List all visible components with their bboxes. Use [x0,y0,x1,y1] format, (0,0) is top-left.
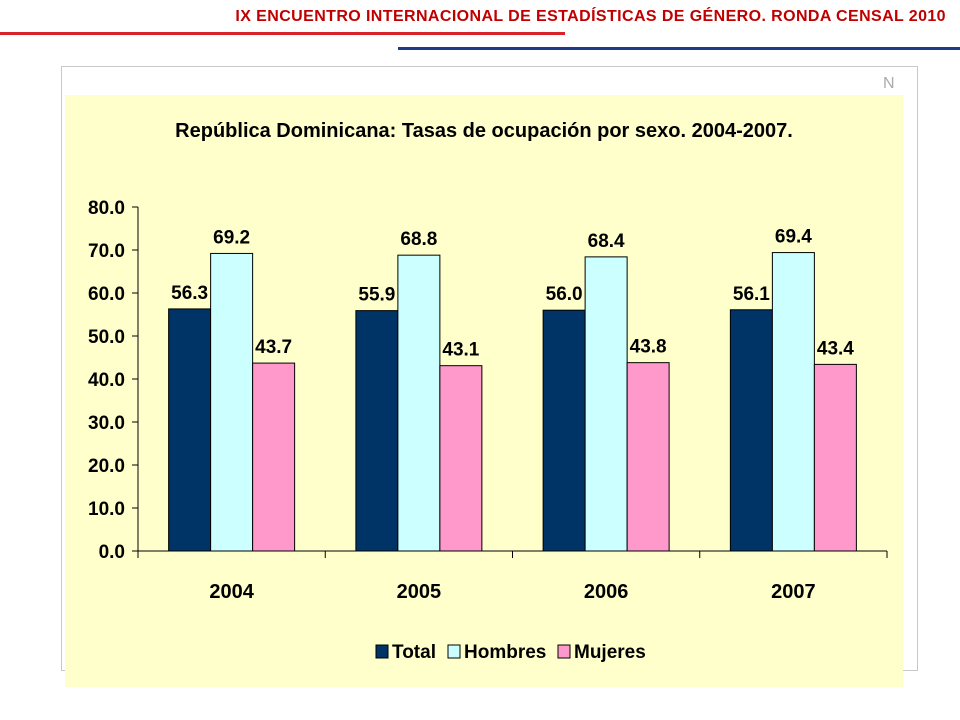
header-rule-red [0,32,565,35]
y-tick-label: 0.0 [99,542,125,563]
frame-corner-letter: N [883,75,895,92]
x-category-label: 2007 [771,581,816,603]
legend-label-total: Total [392,642,436,663]
y-tick-label: 30.0 [88,413,125,434]
data-label-hombres-2006: 68.4 [588,231,625,252]
chart-panel: República Dominicana: Tasas de ocupación… [65,95,903,687]
chart-title: República Dominicana: Tasas de ocupación… [175,120,793,142]
y-tick-label: 40.0 [88,370,125,391]
bar-mujeres-2005 [439,365,483,552]
y-tick-label: 60.0 [88,284,125,305]
bar-total-2004 [168,308,212,552]
data-label-mujeres-2006: 43.8 [630,337,667,358]
bar-chart: República Dominicana: Tasas de ocupación… [88,120,888,663]
bar-hombres-2005 [397,254,441,552]
x-category-label: 2004 [209,581,254,603]
bar-hombres-2004 [210,252,254,552]
data-label-hombres-2007: 69.4 [775,227,812,248]
data-label-mujeres-2005: 43.1 [442,340,479,361]
bar-mujeres-2004 [252,362,296,552]
data-label-total-2004: 56.3 [171,283,208,304]
data-label-total-2005: 55.9 [358,285,395,306]
y-tick-label: 20.0 [88,456,125,477]
data-label-mujeres-2007: 43.4 [817,338,854,359]
y-tick-label: 10.0 [88,499,125,520]
legend-label-hombres: Hombres [464,642,546,663]
x-category-label: 2006 [584,581,629,603]
legend-swatch-mujeres [557,644,571,659]
legend-swatch-total [375,644,389,659]
bar-total-2005 [355,310,399,552]
y-tick-label: 50.0 [88,327,125,348]
data-label-mujeres-2004: 43.7 [255,337,292,358]
bar-mujeres-2007 [813,363,857,552]
x-category-label: 2005 [397,581,442,603]
header-rule-blue [398,47,960,50]
header-title: IX ENCUENTRO INTERNACIONAL DE ESTADÍSTIC… [235,8,946,25]
y-tick-label: 70.0 [88,241,125,262]
data-label-hombres-2005: 68.8 [400,229,437,250]
data-label-hombres-2004: 69.2 [213,227,250,248]
bar-hombres-2006 [584,256,628,552]
bar-total-2007 [729,309,773,552]
legend-label-mujeres: Mujeres [574,642,646,663]
legend-swatch-hombres [447,644,461,659]
bar-hombres-2007 [771,252,815,552]
bar-total-2006 [542,309,586,552]
bar-mujeres-2006 [626,362,670,552]
data-label-total-2007: 56.1 [733,284,770,305]
y-tick-label: 80.0 [88,198,125,219]
data-label-total-2006: 56.0 [546,284,583,305]
